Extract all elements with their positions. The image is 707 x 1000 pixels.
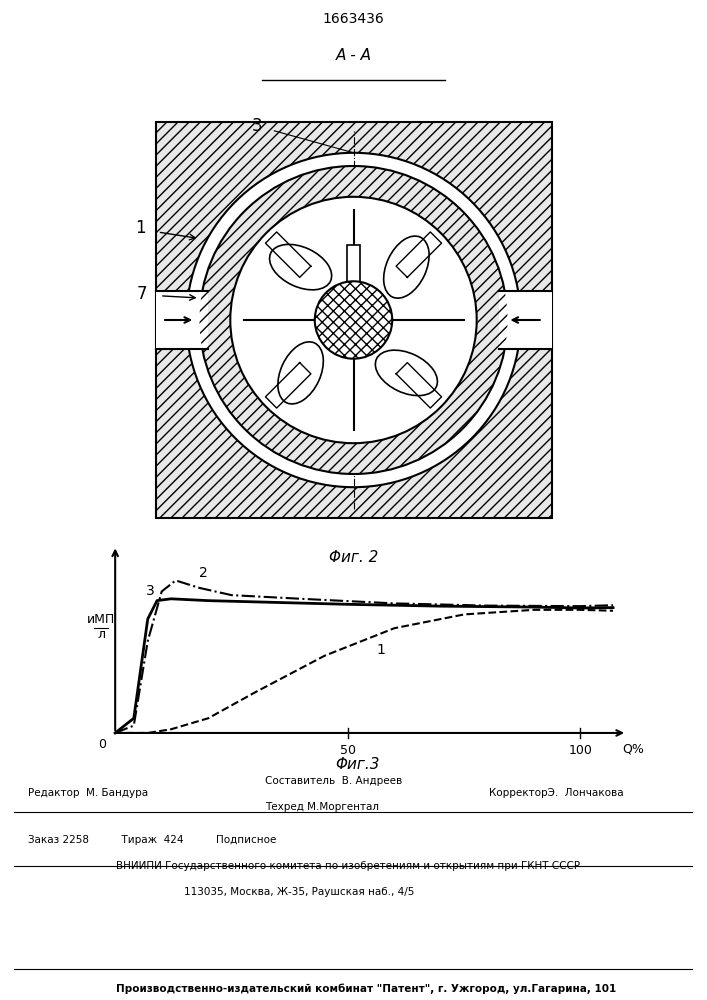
Text: КорректорЭ.  Лончакова: КорректорЭ. Лончакова [489, 788, 624, 798]
Text: 3: 3 [252, 117, 262, 135]
Text: Заказ 2258          Тираж  424          Подписное: Заказ 2258 Тираж 424 Подписное [28, 835, 276, 845]
Polygon shape [396, 363, 442, 408]
Text: Φиг. 2: Φиг. 2 [329, 550, 378, 565]
Bar [347, 245, 360, 316]
Ellipse shape [278, 342, 323, 404]
Text: л: л [98, 628, 105, 641]
Text: Φиг.3: Φиг.3 [335, 757, 380, 772]
Text: 0: 0 [98, 738, 106, 751]
Text: А - А: А - А [336, 48, 371, 63]
Circle shape [315, 281, 392, 359]
Bar [156, 291, 209, 349]
Ellipse shape [384, 236, 429, 298]
Ellipse shape [269, 244, 332, 290]
Text: 50: 50 [340, 744, 356, 757]
Circle shape [230, 197, 477, 443]
Text: 2: 2 [199, 566, 208, 580]
Polygon shape [265, 363, 311, 408]
Text: иМП: иМП [87, 613, 115, 626]
Text: 113035, Москва, Ж-35, Раушская наб., 4/5: 113035, Москва, Ж-35, Раушская наб., 4/5 [184, 887, 414, 897]
Text: 3: 3 [146, 584, 154, 598]
Text: Q%: Q% [622, 742, 644, 755]
Text: 7: 7 [137, 285, 148, 303]
Text: 1: 1 [135, 219, 146, 237]
Text: Техред М.Моргентал: Техред М.Моргентал [265, 802, 379, 812]
Polygon shape [265, 232, 311, 277]
Bar [498, 291, 551, 349]
Ellipse shape [375, 350, 438, 396]
Circle shape [199, 166, 508, 474]
Text: Составитель  В. Андреев: Составитель В. Андреев [265, 776, 402, 786]
Text: 1: 1 [376, 643, 385, 657]
Circle shape [187, 153, 520, 487]
Text: Производственно-издательский комбинат "Патент", г. Ужгород, ул.Гагарина, 101: Производственно-издательский комбинат "П… [116, 983, 617, 994]
Text: Редактор  М. Бандура: Редактор М. Бандура [28, 788, 148, 798]
Text: 100: 100 [568, 744, 592, 757]
Text: ВНИИПИ Государственного комитета по изобретениям и открытиям при ГКНТ СССР: ВНИИПИ Государственного комитета по изоб… [116, 861, 580, 871]
Text: 1663436: 1663436 [322, 12, 385, 26]
Polygon shape [396, 232, 442, 277]
